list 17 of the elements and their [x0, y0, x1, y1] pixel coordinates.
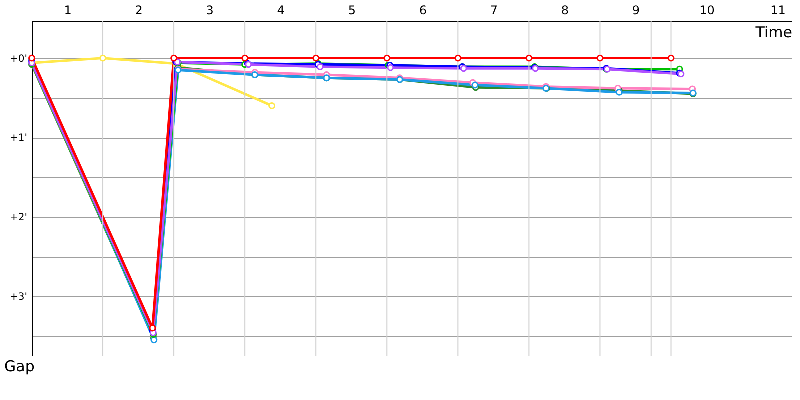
x-tick-label: 9 [632, 4, 640, 18]
x-tick-label: 6 [419, 4, 427, 18]
y-tick-label: +0' [10, 54, 28, 65]
x-tick-label: 2 [135, 4, 143, 18]
x-tick-label: 7 [490, 4, 498, 18]
x-tick-label: 11 [770, 4, 786, 18]
y-axis-title: Gap [4, 358, 35, 376]
x-tick-label: 4 [277, 4, 285, 18]
x-tick-label: 1 [64, 4, 72, 18]
y-tick-label: +3' [10, 292, 28, 303]
y-tick-label: +2' [10, 212, 28, 224]
x-tick-label: 10 [700, 4, 715, 18]
x-tick-label: 8 [561, 4, 570, 18]
x-tick-label: 5 [348, 4, 356, 18]
x-tick-label: 3 [206, 4, 214, 18]
x-axis-title: Time [754, 24, 792, 42]
y-tick-label: +1' [10, 133, 28, 144]
